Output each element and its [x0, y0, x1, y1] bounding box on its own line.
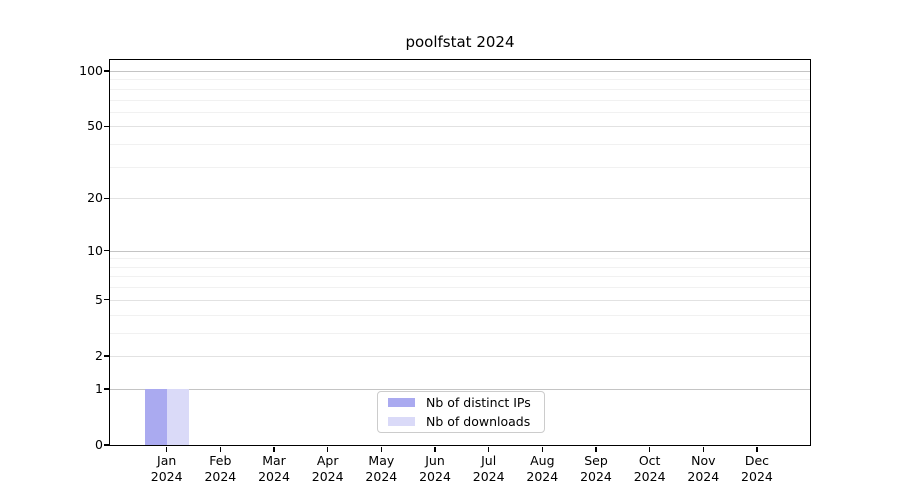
y-tick-label: 2: [95, 347, 103, 363]
y-tick-label: 100: [79, 62, 103, 78]
y-tick: [103, 249, 109, 252]
x-tick: [595, 446, 597, 452]
x-tick: [487, 446, 490, 452]
y-tick-label: 50: [87, 118, 103, 134]
y-gridline-minor: [110, 99, 810, 101]
y-gridline-minor: [110, 144, 810, 145]
y-gridline: [110, 299, 810, 301]
y-gridline-minor: [110, 111, 810, 113]
y-tick-label: 0: [95, 437, 103, 452]
x-tick-label: Apr 2024: [311, 453, 344, 484]
x-tick: [434, 446, 436, 452]
legend-label-downloads: Nb of downloads: [426, 413, 531, 429]
legend-swatch-distinct-ips-icon: [388, 398, 415, 408]
y-gridline-minor: [110, 314, 810, 316]
y-tick-label: 20: [87, 190, 103, 206]
x-tick-label: Dec 2024: [741, 453, 773, 484]
y-tick-label: 1: [95, 380, 103, 396]
y-tick-label: 10: [87, 242, 103, 258]
x-tick: [702, 446, 704, 452]
y-gridline-minor: [110, 266, 810, 268]
x-tick-label: Aug 2024: [526, 453, 559, 484]
y-gridline: [110, 355, 810, 357]
y-gridline-minor: [110, 332, 810, 334]
y-gridline-minor: [110, 287, 810, 289]
bar-downloads: [166, 388, 189, 445]
bar-distinct-ips: [144, 388, 167, 445]
legend-swatch-downloads-icon: [388, 416, 415, 426]
x-tick-label: Jan 2024: [150, 453, 183, 484]
y-tick: [103, 444, 109, 446]
y-gridline-minor: [110, 276, 810, 278]
x-tick: [273, 446, 275, 452]
x-tick-label: Jun 2024: [419, 453, 451, 484]
x-tick-label: Jul 2024: [472, 453, 505, 484]
legend-label-distinct-ips: Nb of distinct IPs: [426, 395, 531, 411]
y-tick: [103, 70, 109, 72]
y-gridline-minor: [110, 258, 810, 260]
chart-legend: Nb of distinct IPs Nb of downloads: [377, 391, 545, 433]
y-gridline-minor: [110, 166, 810, 168]
y-tick: [103, 388, 109, 390]
plot-area: [108, 58, 811, 446]
x-tick: [166, 446, 168, 452]
legend-item-downloads: Nb of downloads: [388, 414, 534, 429]
y-tick: [103, 197, 109, 199]
y-gridline-minor: [110, 88, 810, 90]
x-tick-label: Sep 2024: [580, 453, 612, 484]
y-tick-label: 5: [95, 291, 103, 307]
x-tick: [541, 446, 543, 452]
y-gridline-major: [110, 250, 810, 252]
x-tick-label: Mar 2024: [258, 453, 290, 484]
y-gridline: [110, 198, 810, 200]
x-tick-label: Nov 2024: [687, 453, 720, 484]
y-gridline-minor: [110, 79, 810, 81]
legend-item-distinct-ips: Nb of distinct IPs: [388, 395, 534, 410]
x-tick: [756, 446, 758, 452]
x-tick: [648, 446, 651, 452]
x-tick-label: Feb 2024: [204, 453, 237, 484]
chart-title: poolfstat 2024: [405, 33, 515, 51]
y-gridline-major: [110, 388, 810, 390]
y-gridline: [110, 126, 810, 128]
y-gridline-major: [110, 70, 810, 72]
y-tick: [103, 125, 109, 127]
y-tick: [103, 299, 109, 301]
x-tick: [380, 446, 383, 452]
y-tick: [103, 355, 109, 357]
x-tick: [219, 446, 222, 452]
x-tick-label: May 2024: [365, 453, 398, 484]
x-tick-label: Oct 2024: [633, 453, 666, 484]
x-tick: [326, 446, 329, 452]
